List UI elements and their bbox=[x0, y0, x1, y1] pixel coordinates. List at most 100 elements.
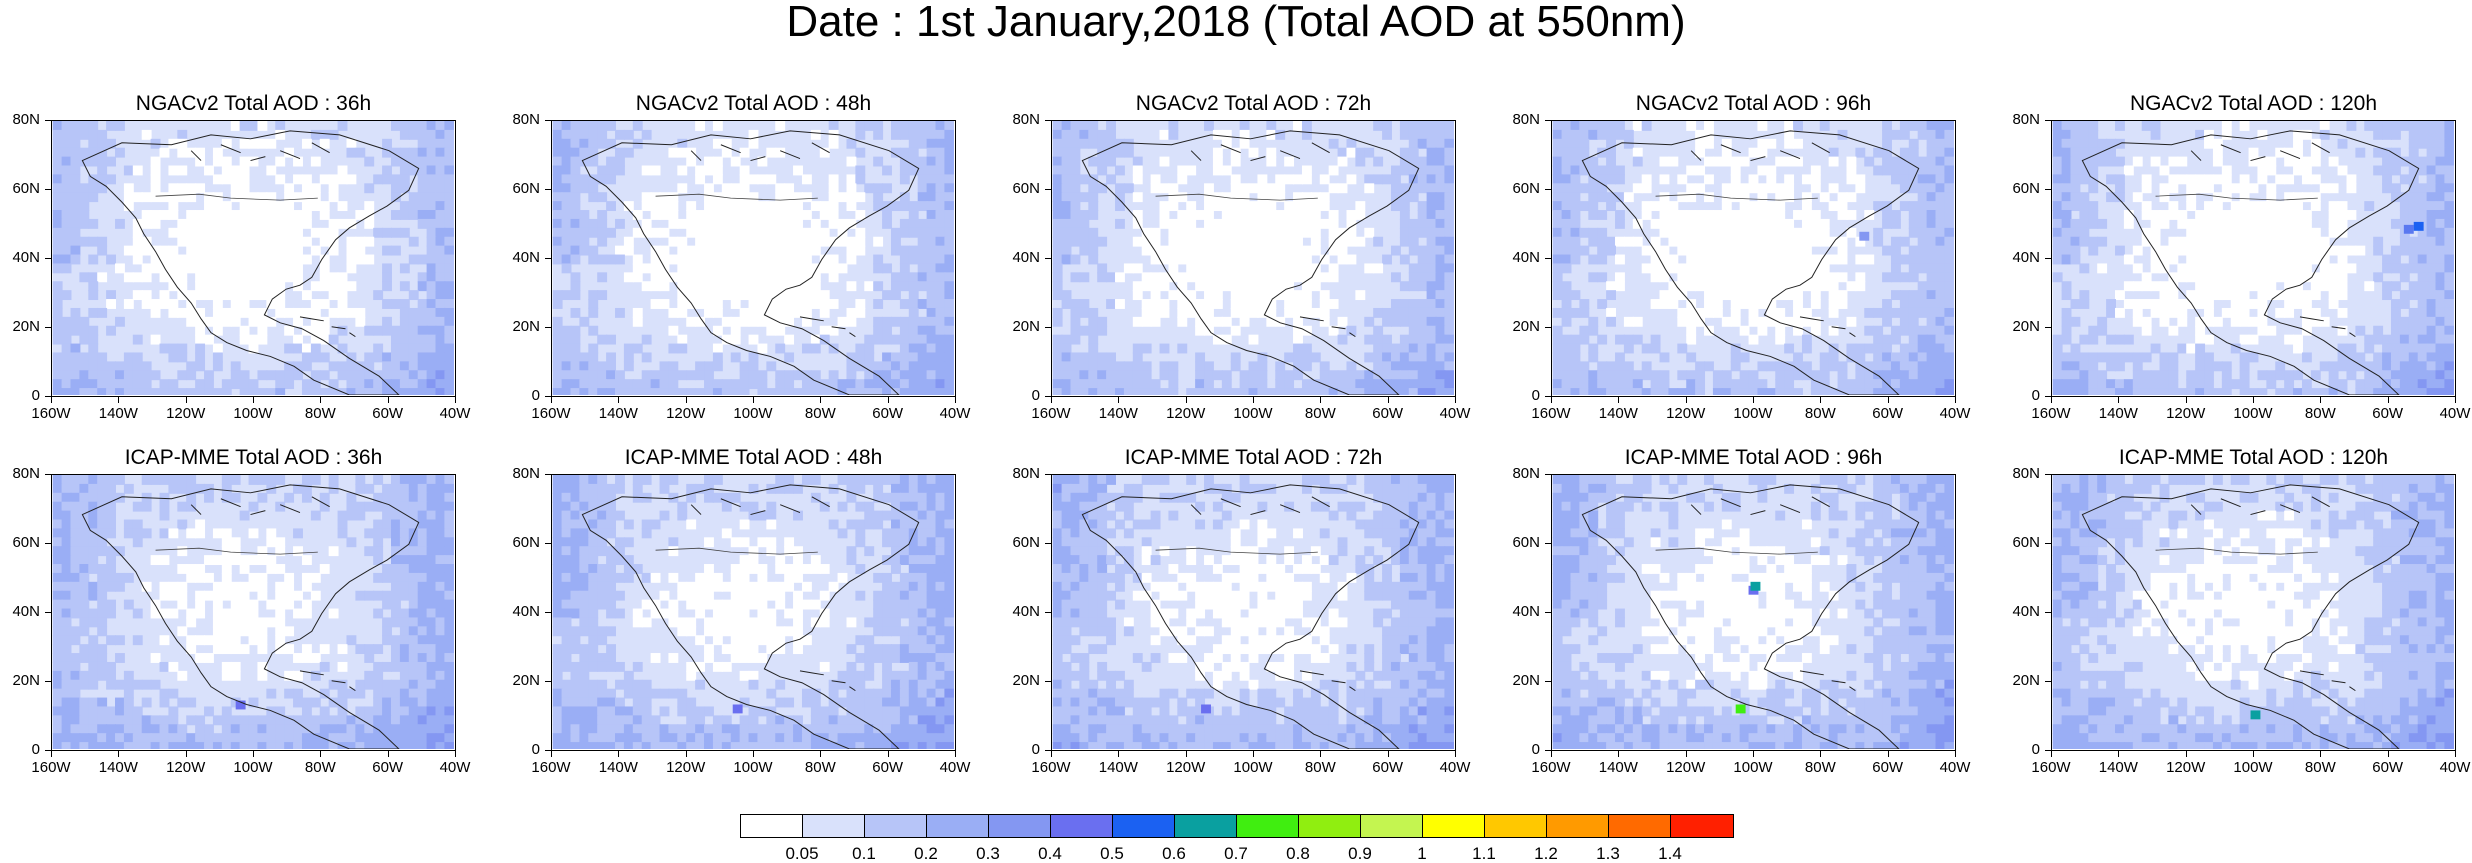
map-panel bbox=[2051, 474, 2456, 751]
latitude-tick-label: 80N bbox=[0, 112, 40, 128]
longitude-tick-label: 140W bbox=[88, 406, 148, 422]
aod-field-map bbox=[2052, 475, 2454, 749]
longitude-tick-label: 140W bbox=[1088, 406, 1148, 422]
latitude-tick bbox=[45, 120, 51, 121]
longitude-tick-label: 80W bbox=[290, 760, 350, 776]
longitude-tick bbox=[1551, 397, 1552, 403]
latitude-tick bbox=[1045, 612, 1051, 613]
colorbar-swatch bbox=[1671, 815, 1733, 837]
aod-field-map bbox=[1552, 121, 1954, 395]
longitude-tick-label: 80W bbox=[790, 760, 850, 776]
map-panel bbox=[2051, 120, 2456, 397]
latitude-tick-label: 60N bbox=[500, 535, 540, 551]
latitude-tick bbox=[45, 612, 51, 613]
longitude-tick-label: 100W bbox=[1723, 760, 1783, 776]
panel-title: ICAP-MME Total AOD : 72h bbox=[1044, 446, 1464, 470]
longitude-tick-label: 60W bbox=[1358, 406, 1418, 422]
longitude-tick bbox=[1186, 397, 1187, 403]
latitude-tick bbox=[2045, 189, 2051, 190]
longitude-tick bbox=[1888, 397, 1889, 403]
longitude-tick bbox=[753, 397, 754, 403]
longitude-tick bbox=[320, 397, 321, 403]
longitude-tick bbox=[1753, 397, 1754, 403]
latitude-tick-label: 80N bbox=[2000, 466, 2040, 482]
map-panel bbox=[51, 120, 456, 397]
latitude-tick-label: 20N bbox=[1500, 319, 1540, 335]
map-panel bbox=[1551, 474, 1956, 751]
longitude-tick-label: 80W bbox=[1790, 760, 1850, 776]
longitude-tick bbox=[618, 397, 619, 403]
longitude-tick-label: 140W bbox=[1588, 760, 1648, 776]
longitude-tick-label: 160W bbox=[1021, 406, 1081, 422]
longitude-tick-label: 40W bbox=[1925, 760, 1985, 776]
longitude-tick-label: 120W bbox=[1156, 406, 1216, 422]
latitude-tick bbox=[1545, 189, 1551, 190]
aod-field-map bbox=[52, 121, 454, 395]
longitude-tick-label: 140W bbox=[588, 760, 648, 776]
latitude-tick bbox=[545, 612, 551, 613]
latitude-tick-label: 40N bbox=[0, 250, 40, 266]
latitude-tick-label: 0 bbox=[0, 742, 40, 758]
colorbar-swatch bbox=[1361, 815, 1423, 837]
longitude-tick bbox=[2253, 397, 2254, 403]
aod-field bbox=[1553, 121, 1954, 395]
longitude-tick bbox=[51, 397, 52, 403]
colorbar bbox=[740, 814, 1734, 838]
longitude-tick bbox=[2051, 397, 2052, 403]
longitude-tick-label: 160W bbox=[21, 406, 81, 422]
latitude-tick bbox=[1545, 543, 1551, 544]
aod-field-map bbox=[2052, 121, 2454, 395]
latitude-tick bbox=[1045, 120, 1051, 121]
latitude-tick-label: 80N bbox=[500, 466, 540, 482]
longitude-tick-label: 120W bbox=[1156, 760, 1216, 776]
colorbar-swatch bbox=[927, 815, 989, 837]
colorbar-label: 1 bbox=[1397, 846, 1447, 862]
panel-title: ICAP-MME Total AOD : 120h bbox=[2044, 446, 2464, 470]
latitude-tick bbox=[45, 681, 51, 682]
latitude-tick bbox=[1045, 543, 1051, 544]
latitude-tick-label: 40N bbox=[1500, 250, 1540, 266]
longitude-tick-label: 60W bbox=[1858, 760, 1918, 776]
map-panel bbox=[551, 120, 956, 397]
panel-title: NGACv2 Total AOD : 48h bbox=[544, 92, 964, 116]
map-panel bbox=[1051, 474, 1456, 751]
longitude-tick-label: 40W bbox=[925, 406, 985, 422]
latitude-tick bbox=[1045, 258, 1051, 259]
longitude-tick bbox=[1388, 397, 1389, 403]
latitude-tick-label: 60N bbox=[2000, 535, 2040, 551]
longitude-tick bbox=[118, 751, 119, 757]
longitude-tick-label: 100W bbox=[1723, 406, 1783, 422]
longitude-tick bbox=[2320, 397, 2321, 403]
longitude-tick bbox=[1118, 751, 1119, 757]
longitude-tick bbox=[388, 397, 389, 403]
latitude-tick bbox=[1045, 327, 1051, 328]
latitude-tick-label: 0 bbox=[0, 388, 40, 404]
aod-field-map bbox=[1052, 121, 1454, 395]
latitude-tick-label: 80N bbox=[1000, 466, 1040, 482]
longitude-tick bbox=[820, 751, 821, 757]
latitude-tick-label: 0 bbox=[2000, 388, 2040, 404]
longitude-tick bbox=[2186, 751, 2187, 757]
longitude-tick bbox=[1618, 397, 1619, 403]
longitude-tick bbox=[1051, 397, 1052, 403]
latitude-tick bbox=[1045, 681, 1051, 682]
colorbar-label: 0.5 bbox=[1087, 846, 1137, 862]
longitude-tick bbox=[1455, 751, 1456, 757]
colorbar-swatch bbox=[1113, 815, 1175, 837]
longitude-tick bbox=[186, 751, 187, 757]
latitude-tick-label: 20N bbox=[1500, 673, 1540, 689]
longitude-tick bbox=[1955, 751, 1956, 757]
latitude-tick-label: 60N bbox=[0, 535, 40, 551]
latitude-tick-label: 60N bbox=[500, 181, 540, 197]
colorbar-swatch bbox=[1051, 815, 1113, 837]
longitude-tick bbox=[118, 397, 119, 403]
latitude-tick bbox=[1545, 258, 1551, 259]
longitude-tick-label: 60W bbox=[2358, 760, 2418, 776]
latitude-tick-label: 0 bbox=[500, 388, 540, 404]
latitude-tick-label: 0 bbox=[1500, 388, 1540, 404]
longitude-tick bbox=[618, 751, 619, 757]
longitude-tick-label: 100W bbox=[1223, 760, 1283, 776]
latitude-tick-label: 80N bbox=[1000, 112, 1040, 128]
latitude-tick bbox=[2045, 327, 2051, 328]
panel-title: ICAP-MME Total AOD : 48h bbox=[544, 446, 964, 470]
